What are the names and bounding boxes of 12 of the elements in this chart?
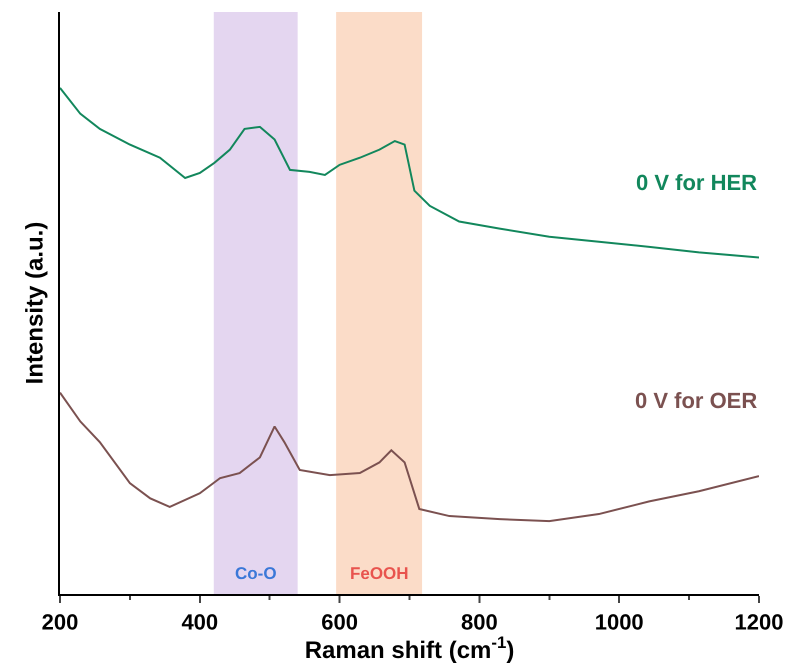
- text: 0 V for HER: [636, 170, 758, 195]
- y-axis-title: Intensity (a.u.): [22, 222, 49, 384]
- x-tick-label: 200: [42, 609, 78, 634]
- band-label: Co-O: [235, 564, 277, 583]
- x-tick-label: 400: [181, 609, 218, 634]
- text: 0 V for OER: [635, 388, 758, 413]
- band-label: FeOOH: [350, 564, 409, 583]
- x-tick-label: 800: [461, 609, 498, 634]
- x-tick-label: 1200: [734, 609, 784, 634]
- x-tick-label: 1000: [594, 609, 644, 634]
- x-axis-title: Raman shift (cm$^{-1}$): [304, 632, 514, 664]
- x-tick-label: 600: [321, 609, 358, 634]
